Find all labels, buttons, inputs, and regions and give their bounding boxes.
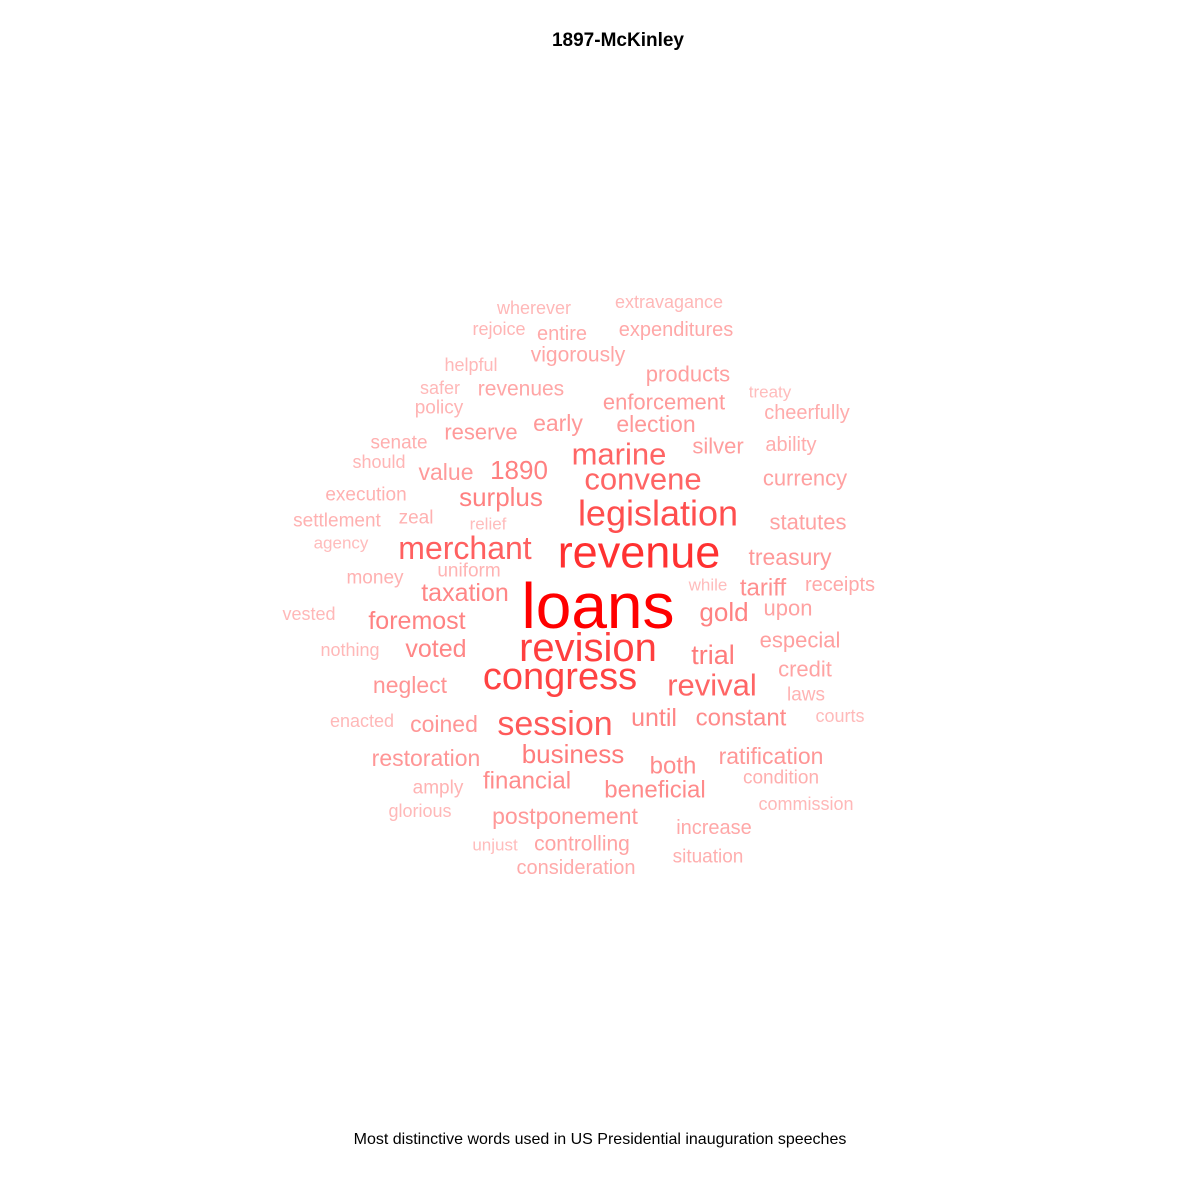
word-increase: increase <box>676 817 752 839</box>
word-zeal: zeal <box>399 508 434 529</box>
word-while: while <box>688 576 728 595</box>
word-condition: condition <box>743 768 819 789</box>
word-early: early <box>533 410 583 436</box>
word-enforcement: enforcement <box>603 390 725 415</box>
word-election: election <box>616 411 695 437</box>
word-helpful: helpful <box>444 355 497 375</box>
word-statutes: statutes <box>769 510 846 535</box>
word-trial: trial <box>691 640 735 670</box>
word-settlement: settlement <box>293 511 381 532</box>
word-congress: congress <box>483 656 637 698</box>
word-business: business <box>522 739 625 769</box>
word-legislation: legislation <box>578 493 738 534</box>
word-convene: convene <box>584 462 701 497</box>
word-marine: marine <box>572 437 667 472</box>
word-cheerfully: cheerfully <box>764 402 850 424</box>
chart-caption: Most distinctive words used in US Presid… <box>353 1131 847 1148</box>
word-surplus: surplus <box>459 482 543 512</box>
word-agency: agency <box>314 534 369 553</box>
word-restoration: restoration <box>372 745 481 771</box>
word-currency: currency <box>763 466 847 491</box>
word-both: both <box>650 753 697 780</box>
word-safer: safer <box>420 378 460 398</box>
word-1890: 1890 <box>490 455 548 485</box>
word-amply: amply <box>413 778 464 799</box>
word-ratification: ratification <box>719 743 824 769</box>
word-consideration: consideration <box>517 857 636 879</box>
word-laws: laws <box>787 685 825 706</box>
word-courts: courts <box>815 706 864 726</box>
word-merchant: merchant <box>398 530 532 566</box>
word-vested: vested <box>282 604 335 624</box>
word-tariff: tariff <box>740 575 787 602</box>
word-receipts: receipts <box>805 574 875 596</box>
word-uniform: uniform <box>437 561 500 582</box>
word-coined: coined <box>410 711 478 737</box>
word-commission: commission <box>758 794 853 814</box>
word-entire: entire <box>537 323 587 345</box>
word-situation: situation <box>673 847 744 868</box>
word-value: value <box>419 459 474 485</box>
word-session: session <box>497 705 612 743</box>
word-policy: policy <box>415 398 464 419</box>
word-nothing: nothing <box>320 640 379 660</box>
word-rejoice: rejoice <box>472 319 525 339</box>
word-revision: revision <box>519 626 657 670</box>
word-products: products <box>646 362 730 387</box>
word-ability: ability <box>765 434 816 456</box>
word-until: until <box>631 704 677 732</box>
word-wherever: wherever <box>496 298 571 318</box>
word-postponement: postponement <box>492 803 638 829</box>
word-senate: senate <box>370 433 427 454</box>
word-money: money <box>346 568 404 589</box>
word-revenues: revenues <box>478 378 564 401</box>
word-loans: loans <box>522 570 675 642</box>
word-upon: upon <box>764 596 813 621</box>
word-gold: gold <box>699 597 748 627</box>
word-revenue: revenue <box>558 527 721 578</box>
word-credit: credit <box>778 657 832 682</box>
word-neglect: neglect <box>373 672 448 698</box>
word-should: should <box>352 452 405 472</box>
word-especial: especial <box>760 628 841 653</box>
word-controlling: controlling <box>534 833 630 856</box>
word-glorious: glorious <box>388 801 451 821</box>
word-beneficial: beneficial <box>604 777 705 804</box>
word-enacted: enacted <box>330 711 394 731</box>
word-financial: financial <box>483 768 571 795</box>
word-revival: revival <box>667 668 757 703</box>
word-foremost: foremost <box>368 607 465 635</box>
word-unjust: unjust <box>472 836 518 855</box>
word-treasury: treasury <box>748 544 832 570</box>
word-silver: silver <box>692 434 743 459</box>
word-taxation: taxation <box>421 579 509 607</box>
word-extravagance: extravagance <box>615 292 723 312</box>
word-reserve: reserve <box>444 420 517 445</box>
word-execution: execution <box>325 485 406 506</box>
word-expenditures: expenditures <box>619 319 734 341</box>
word-voted: voted <box>405 635 466 663</box>
word-vigorously: vigorously <box>531 344 626 367</box>
chart-title: 1897-McKinley <box>551 30 684 51</box>
word-constant: constant <box>696 705 787 732</box>
word-relief: relief <box>470 515 507 534</box>
word-treaty: treaty <box>749 383 792 402</box>
